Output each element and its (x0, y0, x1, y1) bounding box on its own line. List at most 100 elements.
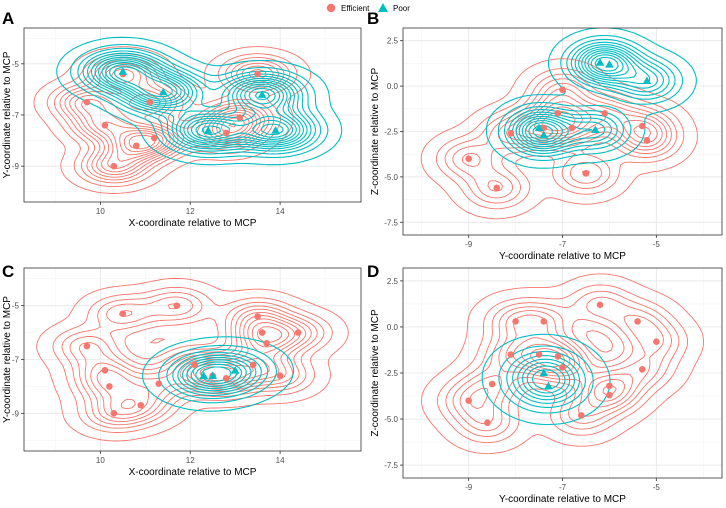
data-points (83, 67, 280, 170)
x-tick-label: -9 (465, 240, 473, 249)
y-tick-label: -5.0 (384, 173, 398, 182)
y-tick-label: -7 (12, 356, 20, 365)
point-efficient (559, 364, 566, 371)
point-poor (257, 90, 267, 98)
contour-poor (521, 361, 571, 397)
point-efficient (83, 342, 91, 350)
y-tick-label: -7.5 (384, 461, 398, 470)
point-poor (534, 123, 544, 132)
point-efficient (106, 383, 113, 390)
point-efficient (155, 380, 163, 388)
point-efficient (191, 361, 199, 369)
point-efficient (606, 391, 613, 399)
point-poor (539, 130, 549, 139)
point-poor (203, 126, 213, 134)
x-axis-title: X-coordinate relative to MCP (129, 218, 257, 229)
point-efficient (465, 155, 472, 163)
y-tick-label: -2.5 (384, 128, 398, 137)
y-tick-label: -5 (12, 60, 20, 69)
point-efficient (493, 184, 501, 192)
point-efficient (236, 114, 243, 121)
point-poor (118, 67, 128, 75)
point-efficient (507, 351, 515, 358)
panel-a: 10 12 14 -9 -7 -5 X-coordinate relative to MCP… (2, 9, 362, 229)
point-efficient (119, 310, 127, 318)
y-tick-label: -7.5 (384, 218, 398, 227)
contour-poor (512, 355, 581, 404)
contour-poor (94, 56, 304, 146)
contour-poor (186, 359, 247, 389)
contour-poor (77, 47, 322, 155)
contour-poor (532, 56, 619, 139)
contour-poor (481, 333, 611, 426)
contour-efficient (436, 284, 689, 444)
x-tick-label: 14 (276, 456, 285, 465)
y-axis-title: Z-coordinate relative to MCP (370, 309, 381, 437)
contour-efficient (421, 273, 704, 455)
y-tick-label: -9 (12, 409, 20, 418)
point-poor (595, 58, 605, 66)
x-tick-label: 10 (96, 456, 105, 465)
y-axis-title: Y-coordinate relative to MCP (2, 51, 13, 178)
axes: 10 12 14 -9 -7 -5 (12, 60, 285, 216)
point-efficient (101, 366, 109, 374)
point-efficient (222, 375, 230, 382)
contour-poor (517, 358, 575, 401)
data-points (465, 301, 660, 427)
density-contours (33, 36, 343, 194)
y-tick-label: -5.0 (384, 415, 398, 424)
legend-key-poor (378, 3, 388, 12)
point-efficient (554, 110, 562, 117)
point-efficient (110, 162, 118, 170)
density-contours (420, 28, 698, 220)
contour-poor (181, 357, 252, 392)
y-tick-label: -5 (12, 302, 20, 311)
contour-poor (172, 352, 262, 397)
point-efficient (488, 380, 496, 388)
panel-tag: A (2, 9, 14, 28)
point-efficient (568, 124, 576, 132)
x-tick-label: -7 (559, 483, 567, 492)
y-axis-title: Z-coordinate relative to MCP (370, 68, 381, 196)
contour-poor (485, 28, 697, 169)
y-tick-label: -9 (12, 162, 20, 171)
point-efficient (484, 419, 491, 427)
point-efficient (173, 302, 181, 309)
contour-poor (177, 354, 257, 394)
contour-poor (108, 64, 289, 138)
axes: 10 12 14 -9 -7 -5 (12, 302, 285, 465)
point-efficient (512, 318, 519, 325)
point-efficient (638, 366, 646, 373)
contour-poor (526, 365, 566, 394)
point-efficient (540, 318, 548, 325)
x-tick-label: -7 (559, 240, 567, 249)
point-efficient (222, 129, 230, 137)
gridlines (24, 28, 361, 202)
panel-d: -9 -7 -5 2.5 0.0 -2.5 -5.0 -7.5 Y-coordinate rel… (367, 262, 723, 505)
contour-poor (515, 46, 659, 150)
point-efficient (601, 110, 609, 117)
point-efficient (606, 382, 613, 390)
contour-poor (190, 361, 243, 387)
contour-efficient (445, 290, 680, 437)
contour-efficient (123, 122, 237, 153)
y-tick-label: -2.5 (384, 369, 398, 378)
point-efficient (653, 338, 660, 345)
legend: Efficient Poor (326, 3, 410, 13)
point-efficient (577, 412, 585, 419)
x-axis-title: X-coordinate relative to MCP (129, 467, 257, 478)
point-efficient (263, 340, 270, 347)
contour-efficient (36, 277, 349, 442)
point-efficient (559, 86, 566, 94)
contour-efficient (192, 322, 290, 384)
point-efficient (634, 318, 641, 325)
point-efficient (596, 301, 604, 309)
contour-poor (113, 66, 284, 136)
contour-efficient (459, 310, 664, 425)
contour-efficient (435, 68, 685, 210)
y-tick-label: 2.5 (387, 277, 399, 286)
point-efficient (294, 329, 302, 336)
contour-poor (101, 60, 297, 142)
contour-poor (506, 350, 586, 408)
